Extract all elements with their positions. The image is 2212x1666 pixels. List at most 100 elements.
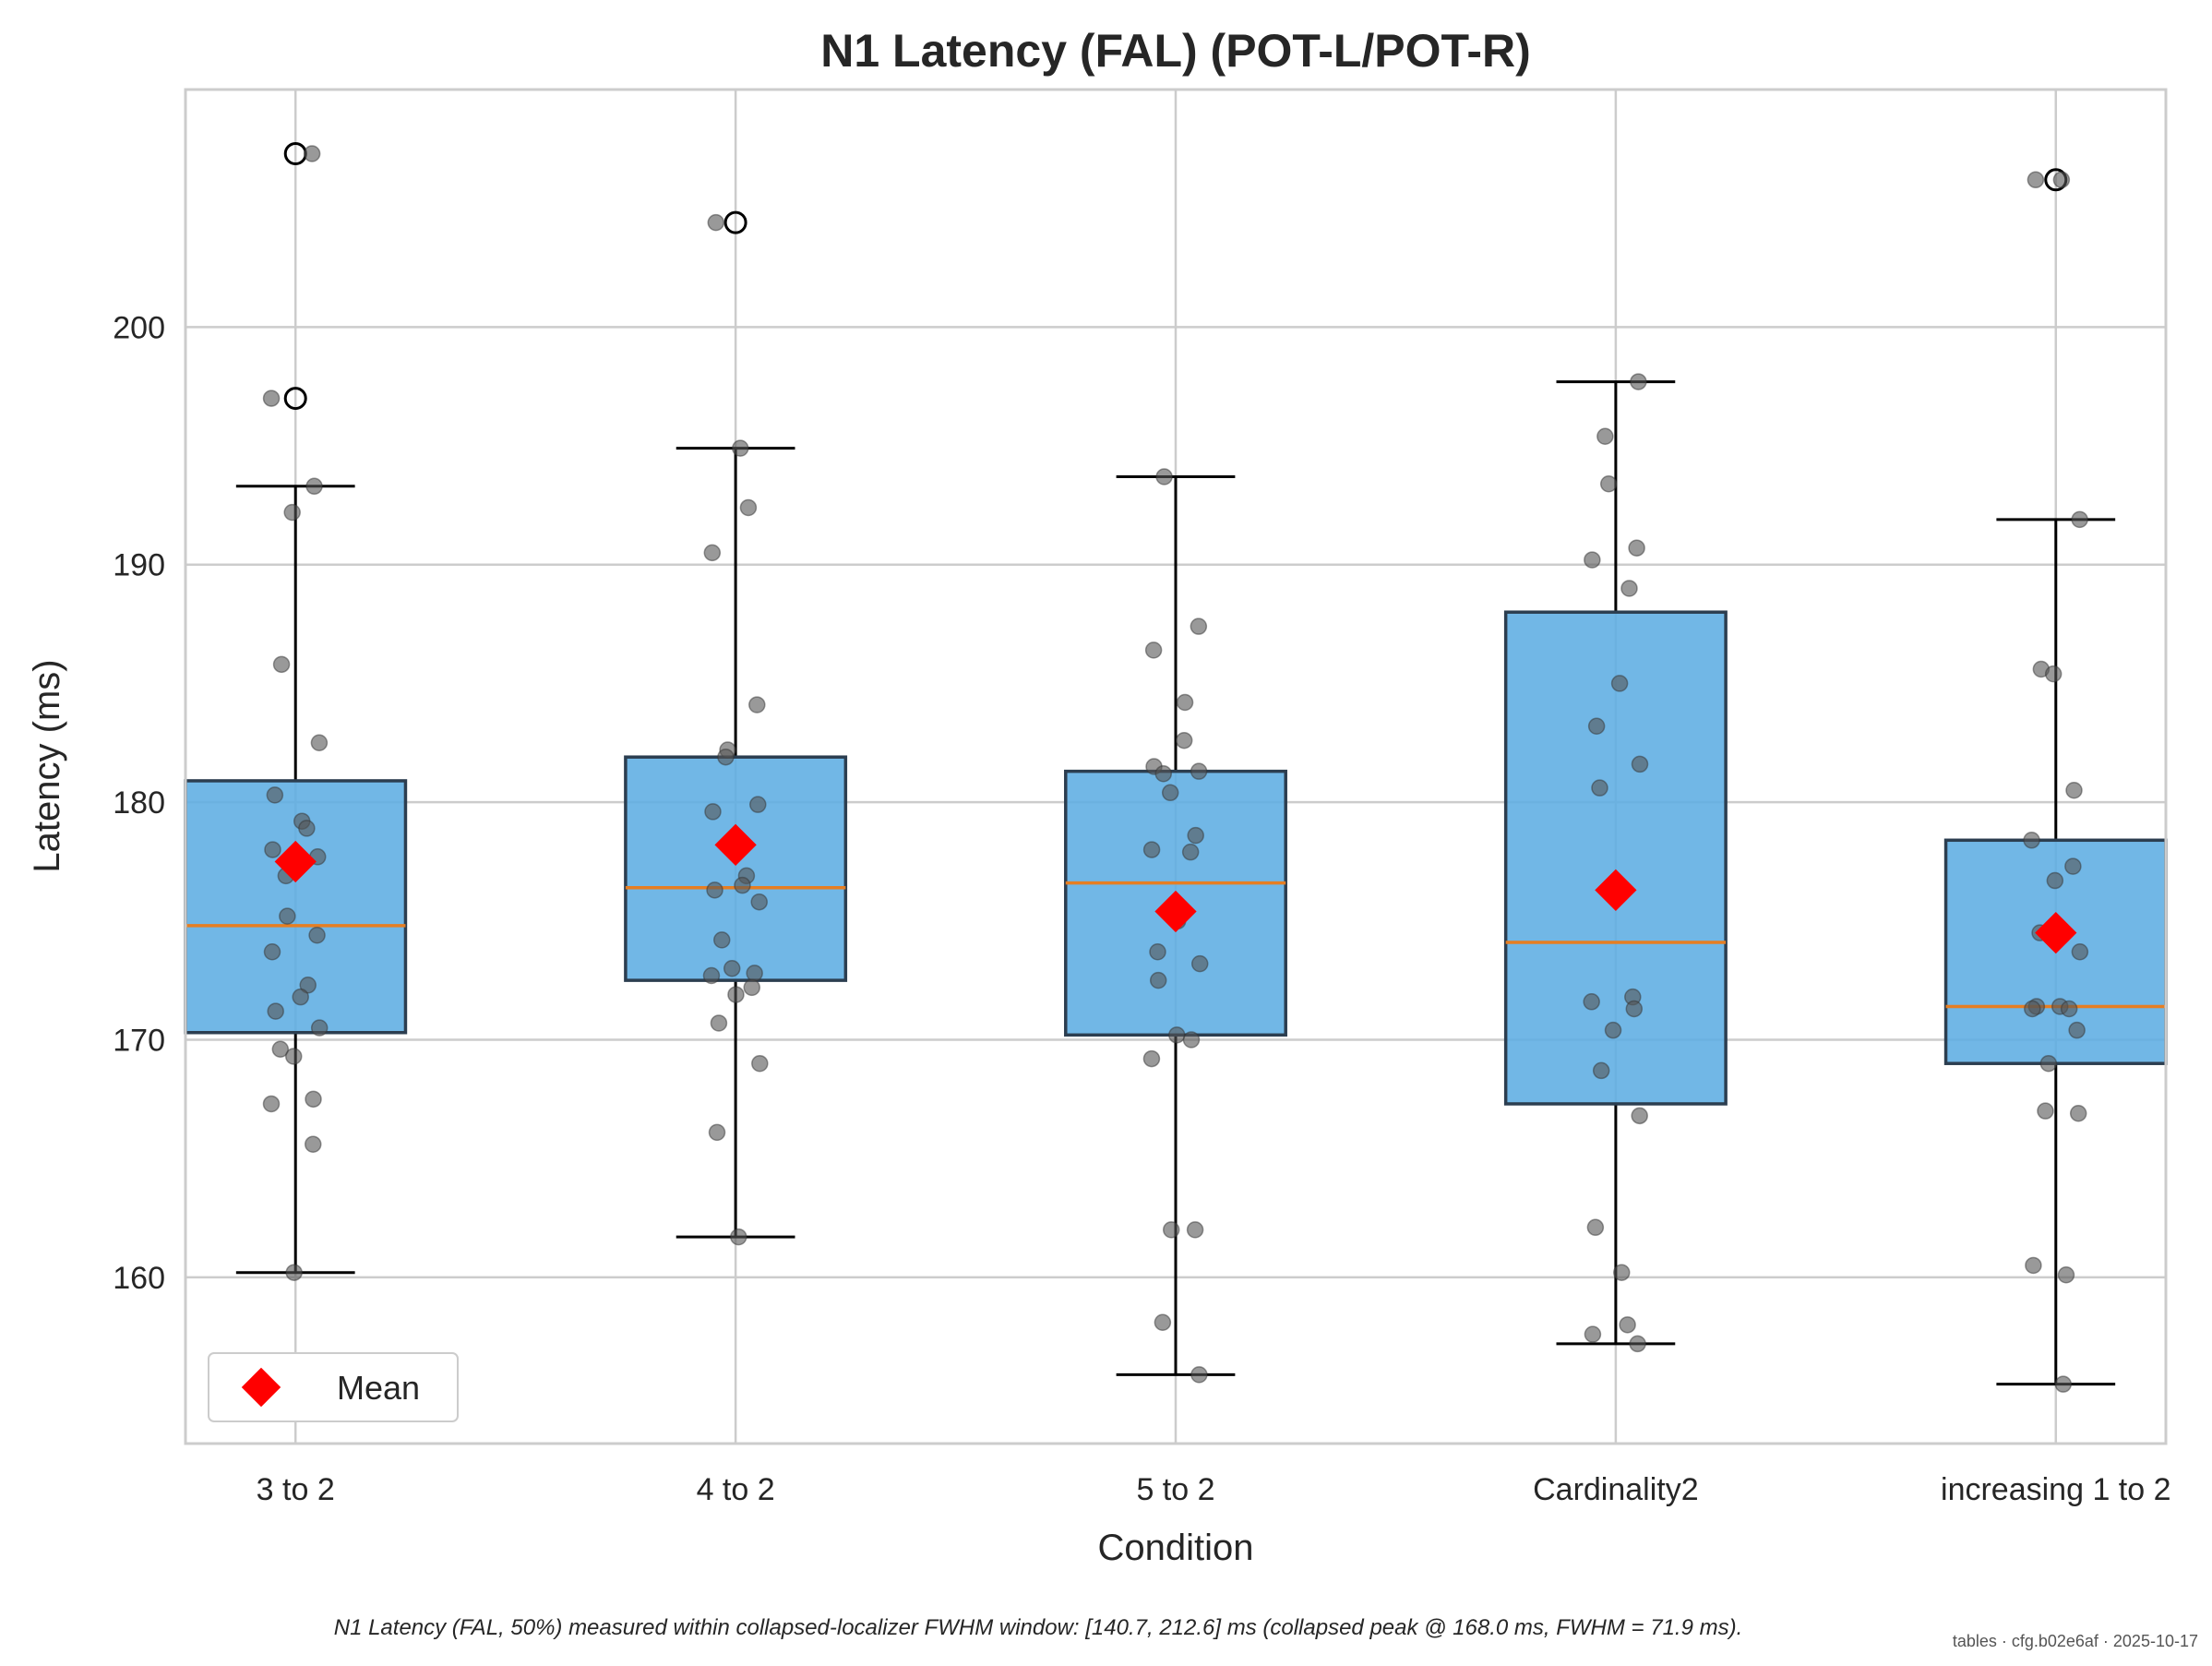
data-point: [1631, 1107, 1648, 1125]
outlier-marker: [283, 387, 307, 411]
data-point: [708, 1123, 726, 1142]
data-point: [2064, 857, 2082, 875]
data-point: [1599, 474, 1618, 493]
data-point: [2060, 1000, 2078, 1018]
data-point: [1161, 784, 1179, 802]
data-point: [1619, 1316, 1636, 1334]
data-point: [717, 748, 735, 766]
data-point: [704, 803, 722, 821]
data-point: [264, 841, 281, 858]
data-point: [743, 978, 761, 997]
data-point: [283, 503, 301, 521]
data-point: [727, 986, 745, 1003]
data-point: [703, 544, 722, 562]
data-point: [1182, 1031, 1201, 1049]
data-point: [1610, 675, 1629, 692]
data-point: [2057, 1266, 2075, 1284]
data-point: [2024, 1000, 2041, 1018]
data-point: [1142, 1049, 1161, 1068]
box-plots: [184, 141, 2168, 1386]
data-point: [1149, 942, 1166, 961]
x-tick-label: 3 to 2: [257, 1472, 335, 1507]
data-point: [746, 965, 763, 982]
data-point: [2027, 171, 2045, 189]
data-point: [285, 1264, 303, 1281]
y-tick-label: 170: [113, 1023, 165, 1058]
data-point: [1175, 731, 1193, 749]
data-point: [1592, 1061, 1610, 1080]
data-point: [1162, 1221, 1180, 1239]
data-point: [267, 1002, 284, 1020]
data-point: [310, 734, 329, 752]
data-point: [2037, 1102, 2054, 1120]
data-point: [1186, 1221, 1204, 1239]
data-point: [1181, 843, 1200, 861]
legend: Mean: [208, 1352, 459, 1422]
data-point: [266, 786, 284, 804]
y-tick-label: 200: [113, 310, 165, 345]
data-point: [308, 926, 326, 944]
data-point: [1583, 993, 1600, 1011]
iqr-box: [624, 755, 848, 982]
data-point: [2039, 1054, 2058, 1073]
data-point: [712, 931, 731, 949]
data-point: [1168, 1026, 1186, 1044]
data-point: [1612, 1264, 1631, 1281]
outlier-marker: [723, 210, 747, 234]
data-point: [2044, 665, 2063, 683]
data-point: [1154, 1313, 1172, 1331]
y-tick-labels: 160 170 180 190 200: [113, 310, 165, 1295]
data-point: [279, 907, 296, 925]
data-point: [1591, 779, 1608, 797]
data-points: [262, 145, 2089, 1393]
data-point: [1154, 764, 1173, 783]
data-point: [305, 1090, 322, 1109]
iqr-box: [1503, 610, 1728, 1106]
y-axis-label: Latency (ms): [27, 659, 67, 872]
data-point: [2069, 1105, 2087, 1122]
data-point: [1190, 617, 1208, 635]
data-point: [1190, 1366, 1208, 1384]
data-point: [749, 796, 767, 813]
data-point: [1142, 841, 1161, 858]
mean-marker: [1595, 869, 1637, 911]
data-point: [263, 942, 281, 961]
data-point: [303, 145, 321, 162]
data-point: [2065, 781, 2083, 799]
mean-marker: [1154, 890, 1197, 933]
chart-stamp: tables · cfg.b02e6af · 2025-10-17: [1953, 1632, 2198, 1650]
y-tick-label: 180: [113, 785, 165, 821]
data-point: [748, 696, 766, 713]
mean-marker: [714, 823, 757, 867]
data-point: [292, 988, 309, 1006]
data-point: [750, 893, 768, 911]
data-point: [310, 1019, 329, 1037]
chart-caption: N1 Latency (FAL, 50%) measured within co…: [334, 1615, 1743, 1640]
data-point: [1631, 755, 1649, 773]
x-axis-label: Condition: [1097, 1528, 1253, 1568]
y-tick-label: 160: [113, 1261, 165, 1296]
data-point: [710, 1014, 728, 1032]
data-point: [2025, 1256, 2042, 1275]
data-point: [1584, 1325, 1602, 1343]
mean-marker: [2035, 912, 2077, 954]
data-point: [1187, 826, 1204, 845]
y-tick-label: 190: [113, 548, 165, 583]
data-point: [723, 960, 741, 977]
data-point: [1584, 551, 1601, 569]
data-point: [1586, 1218, 1605, 1237]
data-point: [1190, 954, 1209, 973]
data-point: [707, 213, 725, 232]
data-point: [304, 1135, 322, 1153]
data-point: [1625, 1000, 1644, 1018]
data-point: [739, 498, 758, 517]
x-tick-label: 5 to 2: [1136, 1472, 1214, 1507]
data-point: [1149, 971, 1167, 989]
data-point: [751, 1054, 769, 1073]
data-point: [2052, 171, 2071, 189]
data-point: [2054, 1375, 2073, 1393]
data-point: [272, 655, 291, 674]
data-point: [2071, 510, 2088, 529]
data-point: [1630, 373, 1647, 390]
